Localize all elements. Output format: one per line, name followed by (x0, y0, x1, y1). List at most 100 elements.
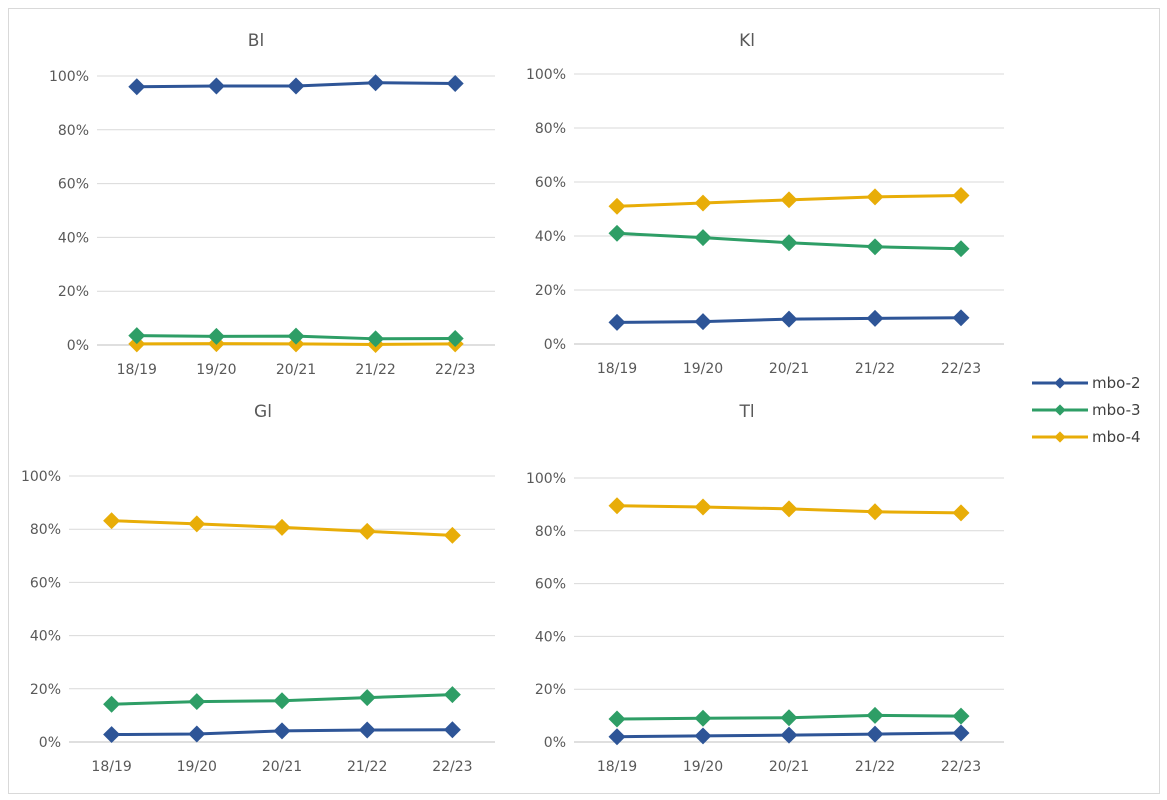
data-point-mbo-2 (273, 722, 291, 740)
chart-title: Tl (738, 402, 754, 422)
data-point-mbo-2 (780, 310, 798, 328)
x-tick-label: 21/22 (355, 362, 395, 378)
data-point-mbo-4 (952, 504, 970, 522)
y-tick-label: 40% (535, 229, 566, 245)
legend-label-mbo-2: mbo-2 (1092, 374, 1141, 392)
data-point-mbo-2 (866, 725, 884, 743)
x-tick-label: 20/21 (262, 759, 302, 775)
data-point-mbo-2 (358, 721, 376, 739)
data-point-mbo-3 (103, 695, 121, 713)
data-point-mbo-4 (866, 503, 884, 521)
y-tick-label: 20% (535, 283, 566, 299)
data-point-mbo-3 (952, 240, 970, 258)
x-tick-label: 22/23 (435, 362, 475, 378)
y-tick-label: 100% (49, 69, 89, 85)
data-point-mbo-4 (608, 197, 626, 215)
legend-label-mbo-3: mbo-3 (1092, 401, 1141, 419)
x-tick-label: 19/20 (683, 759, 723, 775)
data-point-mbo-2 (443, 721, 461, 739)
y-tick-label: 100% (526, 67, 566, 83)
x-tick-label: 20/21 (769, 759, 809, 775)
data-point-mbo-3 (608, 710, 626, 728)
data-point-mbo-4 (866, 188, 884, 206)
chart-frame (8, 8, 1160, 794)
chart-panel-gl: Gl 0% 20% 40% 60% 80% 100% 18/19 19/20 20/21 21/22… (21, 402, 495, 775)
y-tick-label: 100% (526, 471, 566, 487)
data-point-mbo-2 (287, 77, 305, 95)
legend-marker-mbo-2 (1054, 377, 1066, 389)
data-point-mbo-3 (367, 330, 385, 348)
y-tick-label: 20% (535, 682, 566, 698)
x-tick-label: 19/20 (196, 362, 236, 378)
chart-panel-bl: Bl 0% 20% 40% 60% 80% 100% 18/19 19/20 20/21 21/22… (49, 31, 495, 378)
data-point-mbo-2 (952, 724, 970, 742)
y-tick-label: 20% (58, 284, 89, 300)
data-point-mbo-2 (694, 727, 712, 745)
x-tick-label: 18/19 (91, 759, 131, 775)
data-point-mbo-2 (866, 309, 884, 327)
data-point-mbo-2 (608, 313, 626, 331)
data-point-mbo-3 (287, 327, 305, 345)
data-point-mbo-4 (273, 518, 291, 536)
x-tick-label: 18/19 (597, 759, 637, 775)
data-point-mbo-2 (780, 726, 798, 744)
data-point-mbo-2 (188, 725, 206, 743)
data-point-mbo-4 (608, 497, 626, 515)
x-tick-label: 21/22 (855, 361, 895, 377)
data-point-mbo-2 (694, 313, 712, 331)
legend: mbo-2 mbo-3 mbo-4 (1032, 374, 1141, 446)
data-point-mbo-3 (780, 709, 798, 727)
data-point-mbo-3 (188, 693, 206, 711)
y-tick-label: 40% (30, 629, 61, 645)
data-point-mbo-3 (866, 706, 884, 724)
x-tick-label: 18/19 (597, 361, 637, 377)
data-point-mbo-4 (780, 191, 798, 209)
x-tick-label: 20/21 (276, 362, 316, 378)
chart-title: Gl (254, 402, 272, 422)
y-tick-label: 80% (535, 524, 566, 540)
data-point-mbo-3 (446, 330, 464, 348)
y-tick-label: 20% (30, 682, 61, 698)
x-tick-label: 21/22 (855, 759, 895, 775)
data-point-mbo-3 (952, 707, 970, 725)
y-tick-label: 60% (58, 177, 89, 193)
data-point-mbo-2 (446, 75, 464, 93)
data-point-mbo-2 (952, 309, 970, 327)
y-tick-label: 0% (544, 735, 566, 751)
data-point-mbo-3 (273, 692, 291, 710)
y-tick-label: 0% (67, 338, 89, 354)
data-point-mbo-2 (207, 77, 225, 95)
x-tick-label: 22/23 (941, 759, 981, 775)
data-point-mbo-4 (443, 526, 461, 544)
y-tick-label: 80% (58, 123, 89, 139)
y-tick-label: 60% (535, 175, 566, 191)
data-point-mbo-4 (694, 194, 712, 212)
chart-panel-kl: Kl 0% 20% 40% 60% 80% 100% 18/19 19/20 20/21 21/22… (526, 31, 1004, 377)
x-tick-label: 22/23 (432, 759, 472, 775)
x-tick-label: 19/20 (683, 361, 723, 377)
y-tick-label: 60% (30, 575, 61, 591)
data-point-mbo-3 (866, 238, 884, 256)
y-tick-label: 80% (535, 121, 566, 137)
data-point-mbo-4 (694, 498, 712, 516)
data-point-mbo-4 (358, 522, 376, 540)
data-point-mbo-3 (128, 327, 146, 345)
y-tick-label: 40% (535, 629, 566, 645)
y-tick-label: 0% (39, 735, 61, 751)
y-tick-label: 40% (58, 230, 89, 246)
data-point-mbo-3 (694, 709, 712, 727)
y-tick-label: 100% (21, 469, 61, 485)
data-point-mbo-3 (608, 224, 626, 242)
legend-label-mbo-4: mbo-4 (1092, 428, 1141, 446)
data-point-mbo-4 (103, 512, 121, 530)
data-point-mbo-3 (207, 327, 225, 345)
x-tick-label: 18/19 (117, 362, 157, 378)
x-tick-label: 20/21 (769, 361, 809, 377)
data-point-mbo-4 (188, 515, 206, 533)
data-point-mbo-4 (952, 187, 970, 204)
data-point-mbo-3 (443, 686, 461, 704)
data-point-mbo-2 (128, 78, 146, 96)
data-point-mbo-3 (694, 229, 712, 247)
y-tick-label: 0% (544, 337, 566, 353)
